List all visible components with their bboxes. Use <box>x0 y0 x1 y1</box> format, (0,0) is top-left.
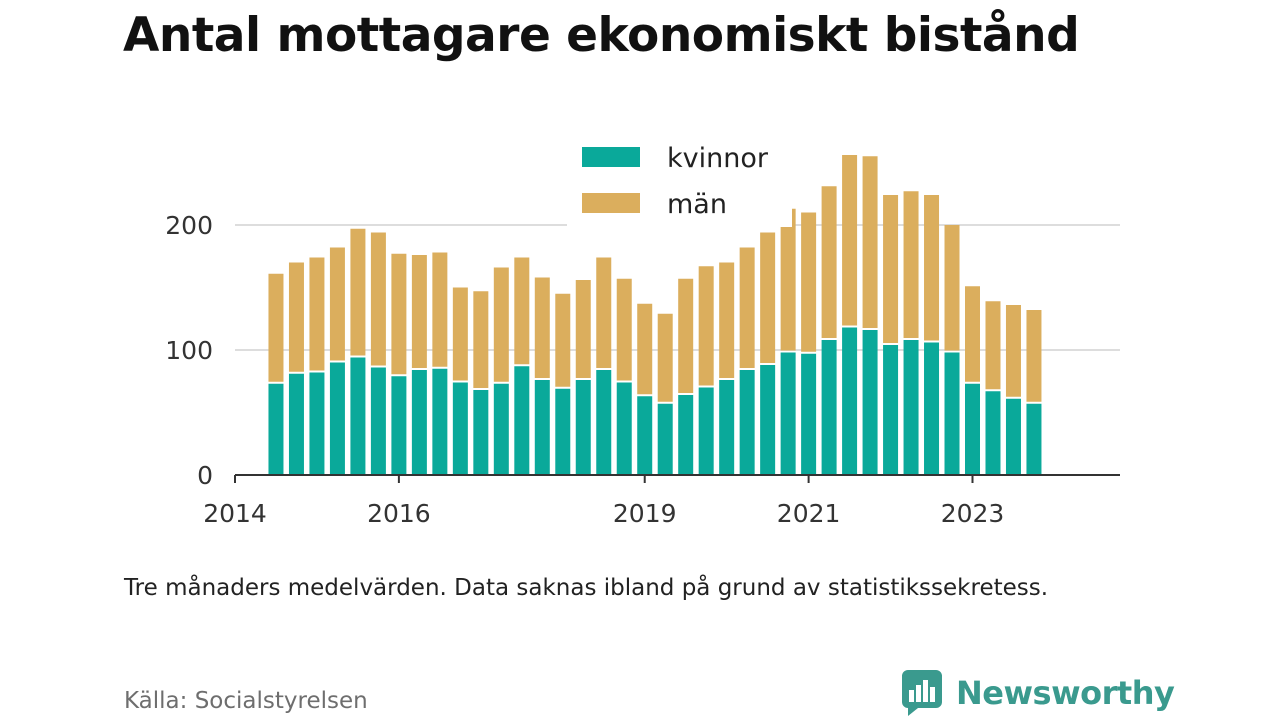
y-tick-label: 0 <box>197 461 213 490</box>
bar-kvinnor <box>350 357 366 475</box>
bar-man <box>616 278 632 381</box>
bar-kvinnor <box>1005 398 1021 475</box>
bar-man <box>985 301 1001 390</box>
chart-note: Tre månaders medelvärden. Data saknas ib… <box>124 575 1049 601</box>
bar-man <box>637 303 653 395</box>
bar-man <box>678 278 694 393</box>
bar-kvinnor <box>780 352 796 475</box>
bar-man <box>411 255 427 368</box>
bar-kvinnor <box>698 387 714 475</box>
legend-label-man: män <box>667 189 727 220</box>
bar-kvinnor <box>883 345 899 475</box>
bar-kvinnor <box>862 330 878 475</box>
bar-kvinnor <box>842 327 858 475</box>
bar-kvinnor <box>944 352 960 475</box>
bar-kvinnor <box>473 390 489 475</box>
x-tick-label: 2016 <box>367 499 431 528</box>
bar-man <box>514 257 530 365</box>
bar-man <box>452 287 468 381</box>
x-tick-label: 2021 <box>777 499 841 528</box>
bar-kvinnor <box>329 362 345 475</box>
bar-kvinnor <box>637 396 653 475</box>
bar-kvinnor <box>288 373 304 475</box>
bar-man <box>924 195 940 341</box>
bar-man <box>432 252 448 367</box>
x-tick-label: 2014 <box>203 499 267 528</box>
bar-kvinnor <box>596 370 612 475</box>
bar-kvinnor <box>391 376 407 475</box>
bar-man <box>555 293 571 387</box>
bar-man <box>842 155 858 326</box>
bar-man <box>944 225 960 351</box>
bar-kvinnor <box>903 340 919 475</box>
bar-man <box>534 277 550 378</box>
bar-man <box>1026 310 1042 402</box>
bars <box>268 155 1042 475</box>
bar-kvinnor <box>309 372 325 475</box>
bar-man <box>288 262 304 372</box>
bar-kvinnor <box>821 340 837 475</box>
y-tick-label: 100 <box>165 336 213 365</box>
bar-man <box>821 186 837 338</box>
bar-kvinnor <box>616 382 632 475</box>
axes: 0 100 200 2014 2016 2019 2021 2023 <box>165 211 1120 528</box>
bar-man <box>965 286 980 382</box>
bar-kvinnor <box>801 353 817 475</box>
bar-man <box>391 253 407 375</box>
bar-kvinnor <box>965 383 980 475</box>
bar-kvinnor <box>555 388 571 475</box>
bar-man <box>350 228 366 356</box>
brand-name: Newsworthy <box>956 674 1175 712</box>
x-tick-label: 2019 <box>613 499 677 528</box>
bar-man <box>473 291 489 388</box>
bar-man <box>575 280 591 378</box>
bar-man <box>862 156 878 328</box>
bar-man <box>903 191 919 338</box>
legend-swatch-kvinnor <box>582 147 640 167</box>
bar-man <box>801 212 817 352</box>
bar-kvinnor <box>534 380 550 475</box>
bar-man <box>493 267 509 382</box>
bar-kvinnor <box>411 370 427 475</box>
bar-kvinnor <box>657 403 673 475</box>
bar-man <box>719 262 735 378</box>
y-tick-label: 200 <box>165 211 213 240</box>
bar-kvinnor <box>452 382 468 475</box>
bar-man <box>698 266 714 386</box>
legend-swatch-man <box>582 193 640 213</box>
bar-man <box>268 273 284 382</box>
bar-kvinnor <box>575 380 591 475</box>
bar-man <box>657 313 673 402</box>
brand-logo[interactable]: Newsworthy <box>902 670 1175 716</box>
bar-man <box>739 247 755 368</box>
chart-title: Antal mottagare ekonomiskt bistånd <box>123 8 1080 63</box>
bar-man <box>883 195 899 343</box>
bar-kvinnor <box>760 365 776 475</box>
legend: kvinnor män <box>567 135 792 227</box>
bar-kvinnor <box>678 395 694 475</box>
bar-kvinnor <box>739 370 755 475</box>
bar-man <box>596 257 612 368</box>
bar-man <box>329 247 345 361</box>
bar-kvinnor <box>268 383 284 475</box>
bar-kvinnor <box>514 366 530 475</box>
bar-kvinnor <box>1026 403 1042 475</box>
bar-man <box>309 257 325 371</box>
bar-kvinnor <box>370 367 386 475</box>
bar-kvinnor <box>985 391 1001 475</box>
bar-man <box>780 208 796 351</box>
bar-man <box>370 232 386 366</box>
bar-kvinnor <box>493 383 509 475</box>
newsworthy-logo-icon <box>902 670 942 716</box>
bar-man <box>1005 305 1021 397</box>
bar-kvinnor <box>432 368 448 475</box>
bar-man <box>760 232 776 363</box>
bar-kvinnor <box>719 380 735 475</box>
source-text: Källa: Socialstyrelsen <box>124 688 368 714</box>
legend-label-kvinnor: kvinnor <box>667 143 769 174</box>
bar-kvinnor <box>924 342 940 475</box>
x-tick-label: 2023 <box>941 499 1005 528</box>
